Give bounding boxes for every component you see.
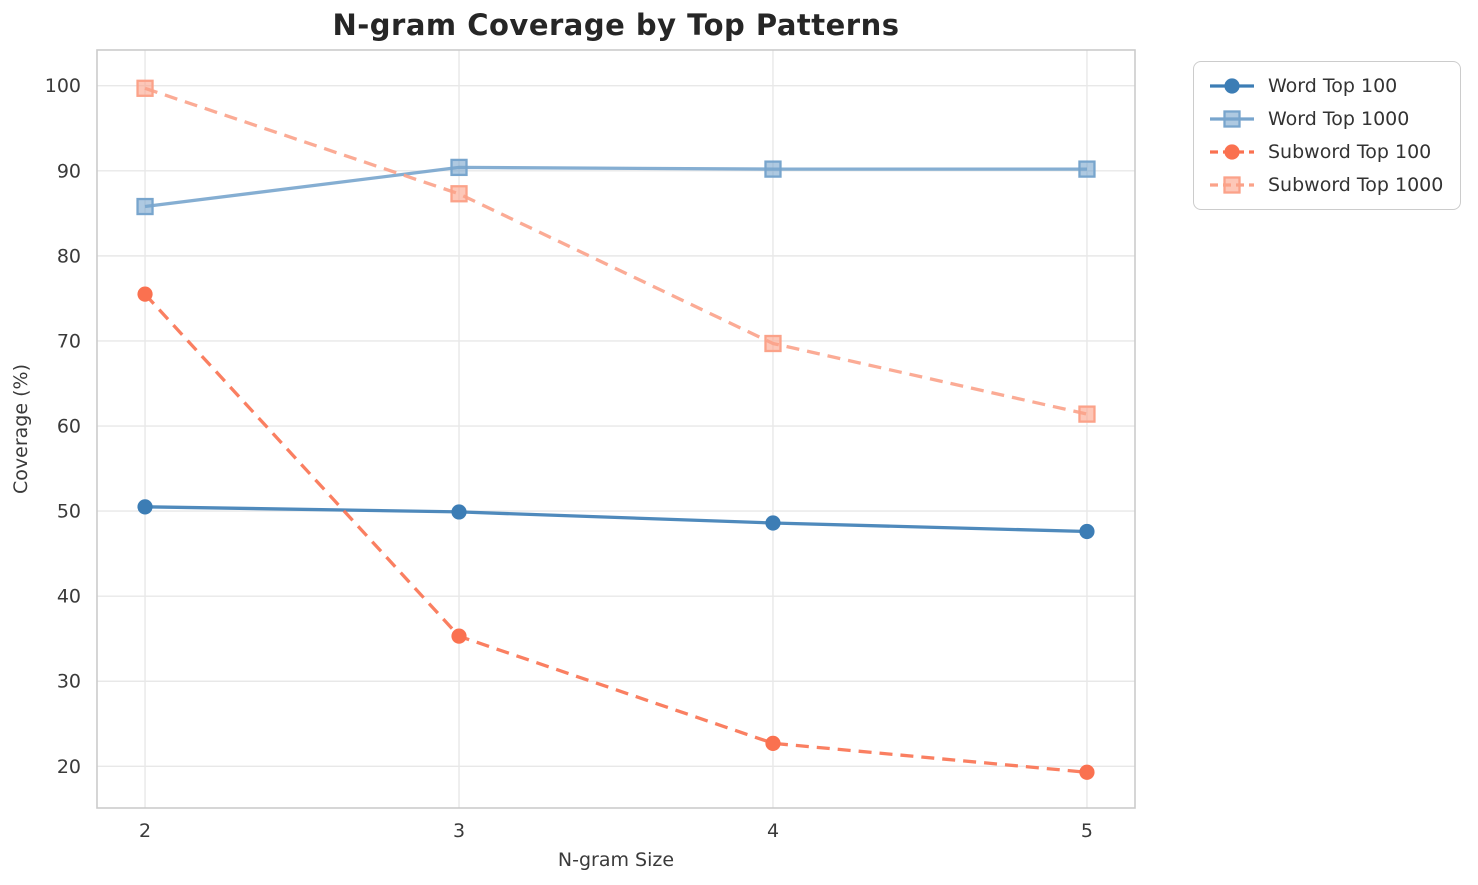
series-marker (765, 515, 781, 531)
series-line (143, 293, 1088, 774)
x-tick-label: 3 (453, 820, 465, 842)
legend-item-label: Word Top 1000 (1268, 108, 1410, 130)
series-marker (765, 735, 781, 751)
y-tick-label: 60 (57, 416, 81, 438)
legend-item-label: Word Top 100 (1268, 75, 1398, 97)
legend-line-circle-sample (1210, 78, 1254, 94)
y-tick-label: 80 (57, 245, 81, 267)
series-marker (137, 286, 153, 302)
plot-area (97, 50, 1135, 808)
x-tick-label: 5 (1081, 820, 1093, 842)
y-tick-label: 100 (45, 75, 81, 97)
series-marker (136, 79, 154, 97)
series-marker (451, 504, 467, 520)
series-marker (450, 185, 468, 203)
series-marker (137, 499, 153, 515)
series-marker (1078, 405, 1096, 423)
legend-item-label: Subword Top 100 (1268, 141, 1432, 163)
y-tick-label: 30 (57, 671, 81, 693)
y-tick-label: 70 (57, 330, 81, 352)
series-line (144, 86, 1088, 416)
series-line (144, 505, 1088, 534)
legend-item: Word Top 100 (1208, 73, 1446, 99)
series-marker (1079, 764, 1095, 780)
series-marker (450, 158, 468, 177)
legend-line-circle-sample (1210, 144, 1254, 160)
x-axis-label: N-gram Size (558, 849, 674, 871)
series-marker (451, 628, 467, 644)
y-tick-label: 90 (57, 160, 81, 182)
legend-item: Word Top 1000 (1208, 106, 1446, 132)
legend-item-label: Subword Top 1000 (1268, 174, 1444, 196)
y-tick-label: 40 (57, 586, 81, 608)
legend-line-square-sample (1210, 110, 1254, 128)
series-marker (1078, 160, 1096, 178)
legend: Word Top 100 Word Top 1000 Subword Top 100… (1193, 61, 1461, 210)
y-tick-label: 50 (57, 501, 81, 523)
series-marker (136, 197, 154, 216)
series-marker (764, 160, 782, 178)
series-marker (764, 334, 782, 353)
legend-item: Subword Top 100 (1208, 139, 1446, 165)
series-line (144, 165, 1087, 209)
series-marker (1079, 523, 1095, 540)
y-axis-label: Coverage (%) (10, 364, 32, 494)
plot-border (96, 49, 1136, 809)
x-tick-label: 4 (767, 820, 779, 842)
y-tick-label: 20 (57, 756, 81, 778)
chart-title: N-gram Coverage by Top Patterns (332, 8, 900, 42)
x-tick-label: 2 (139, 820, 151, 842)
legend-line-square-sample (1210, 176, 1254, 194)
legend-item: Subword Top 1000 (1208, 172, 1446, 198)
